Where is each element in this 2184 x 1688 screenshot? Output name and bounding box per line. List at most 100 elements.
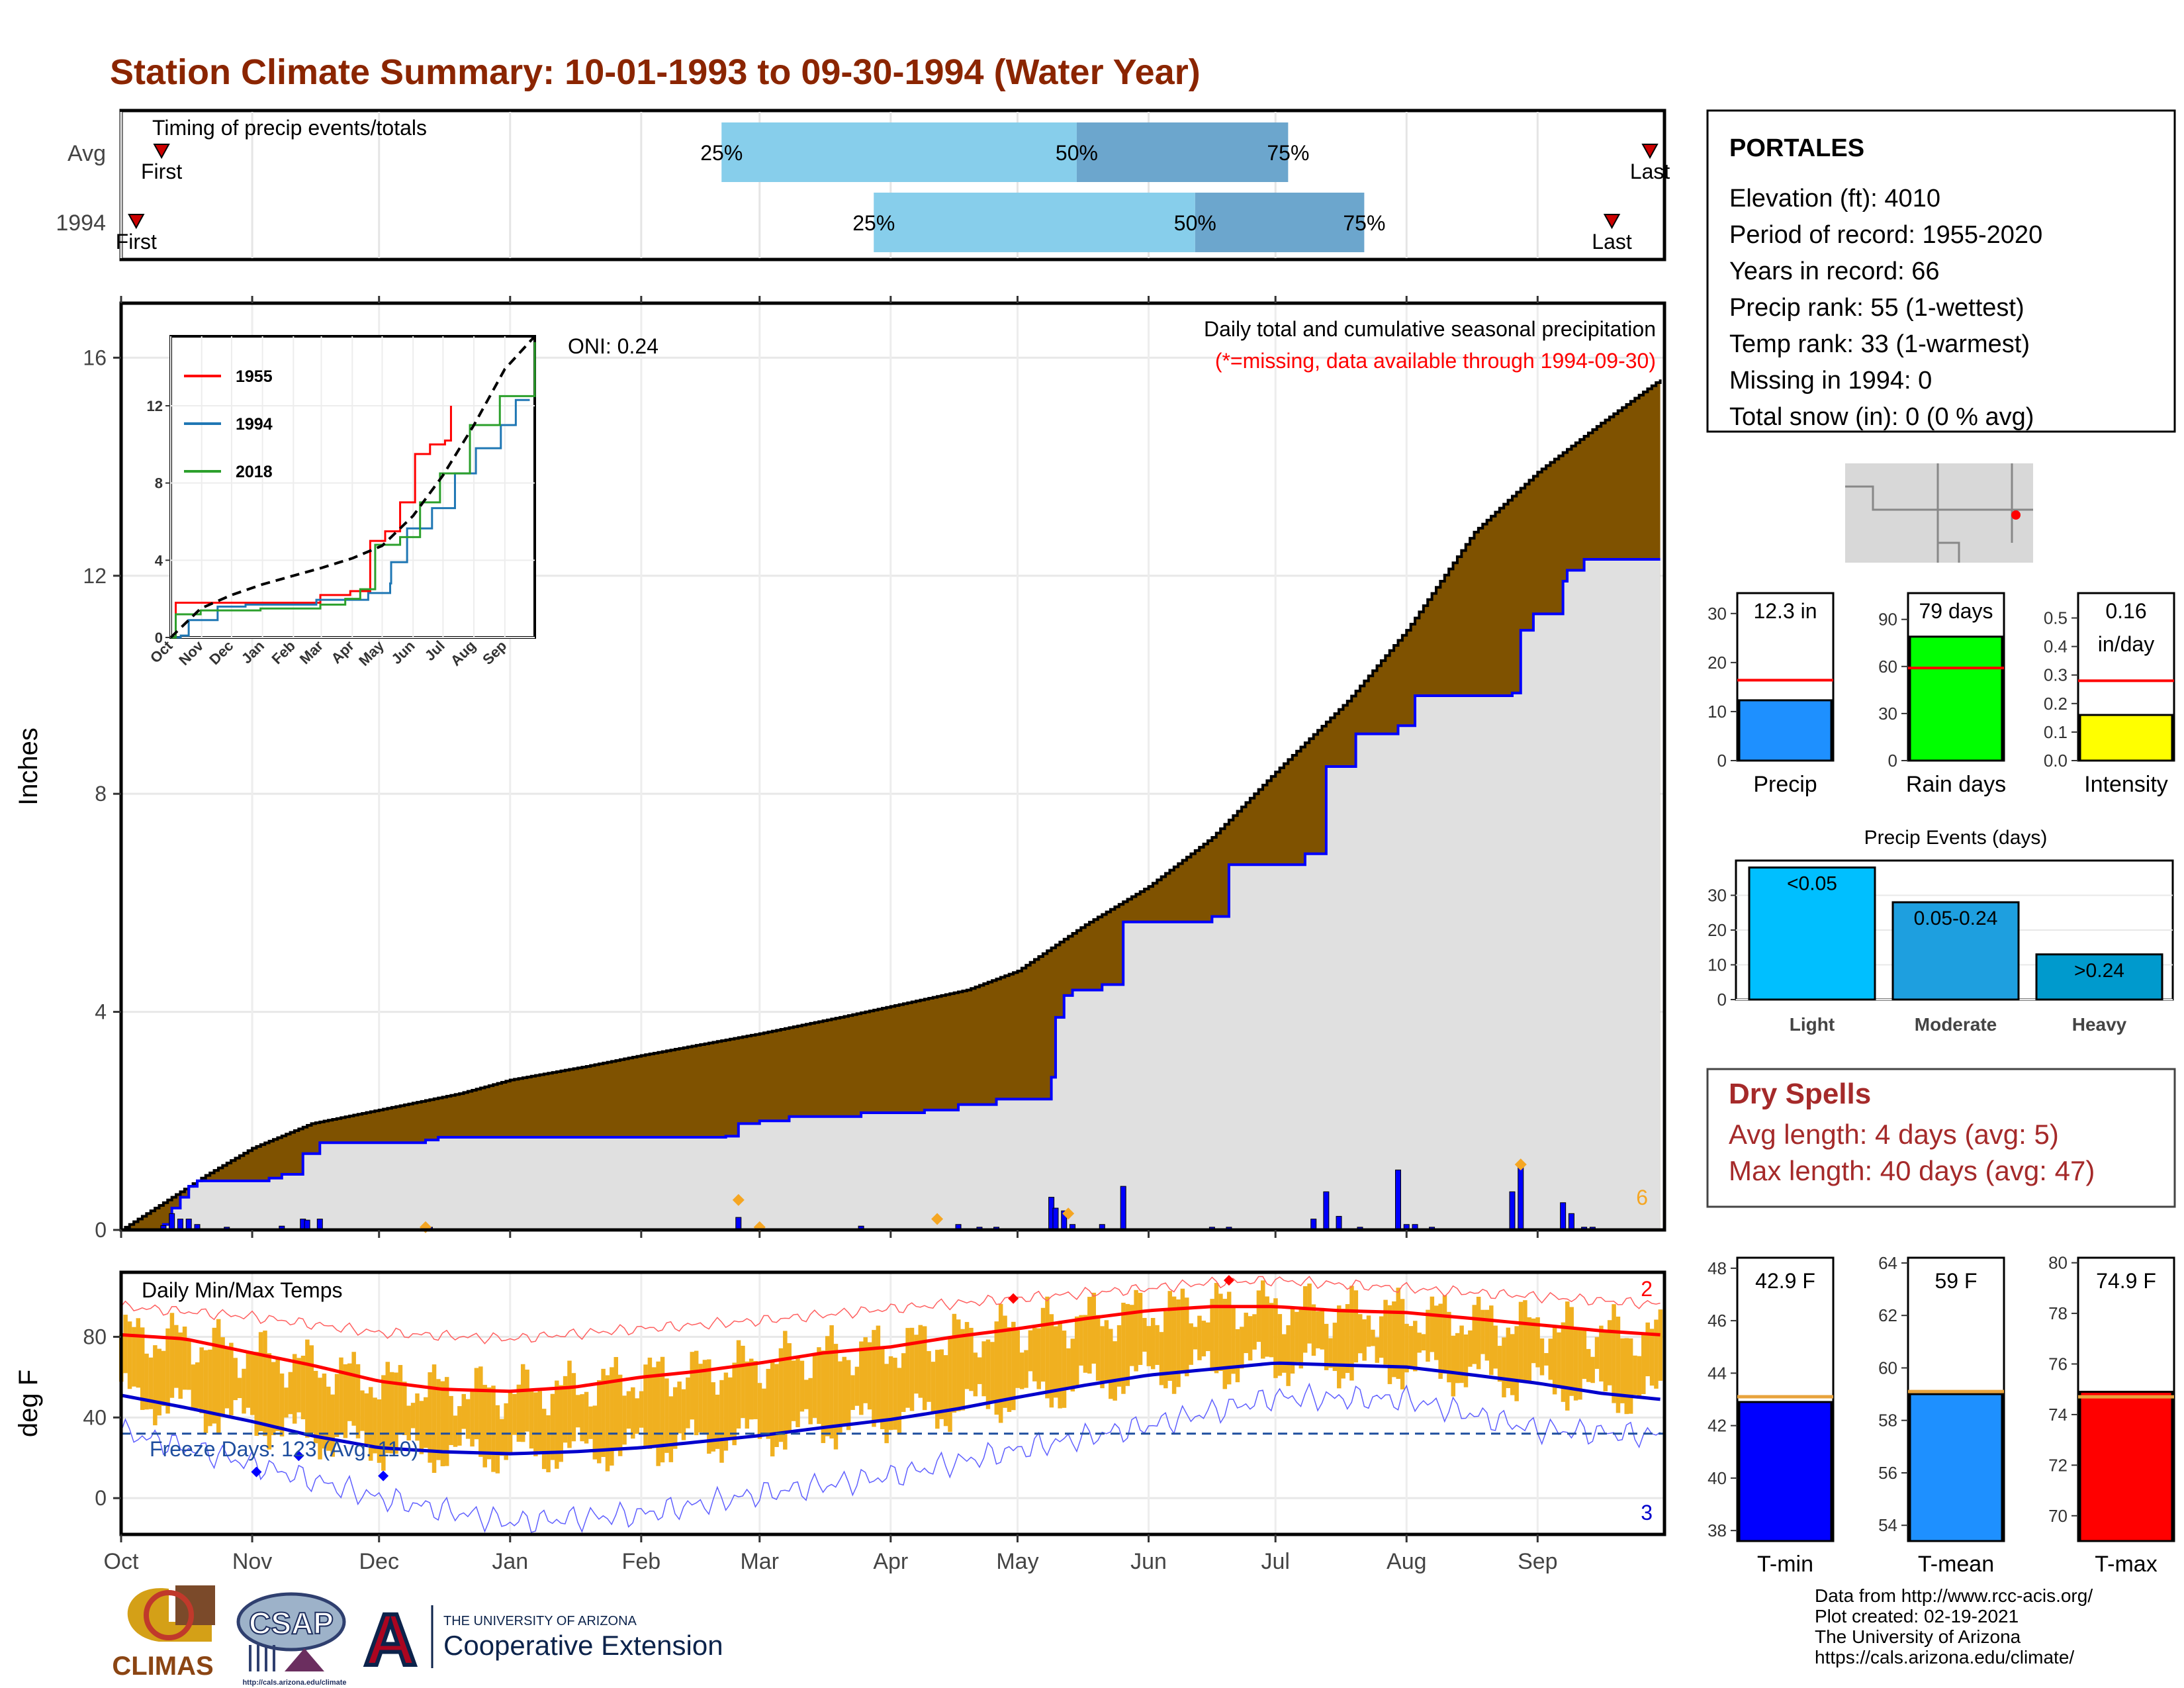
mini-bar-tick-label: 60 (1878, 657, 1897, 677)
daily-temp-bar (1324, 1323, 1329, 1370)
daily-temp-bar (1231, 1305, 1236, 1374)
daily-temp-bar (1371, 1329, 1375, 1346)
daily-temp-bar (368, 1387, 373, 1461)
daily-temp-bar (981, 1341, 986, 1397)
climas-logo: CLIMAS (112, 1585, 215, 1681)
daily-temp-bar (1362, 1319, 1367, 1361)
daily-temp-bar (610, 1367, 614, 1466)
daily-temp-bar (478, 1366, 483, 1457)
daily-temp-bar (1620, 1338, 1625, 1403)
month-tick-label: Apr (873, 1549, 908, 1574)
daily-temp-bar (1603, 1331, 1608, 1391)
daily-temp-bar (884, 1364, 889, 1444)
daily-temp-bar (546, 1415, 551, 1473)
inset-series-2018 (171, 342, 536, 639)
daily-temp-bar (1480, 1309, 1485, 1354)
daily-temp-bar (1502, 1337, 1506, 1397)
daily-temp-bar (977, 1357, 982, 1384)
temp-bar-tick-label: 38 (1707, 1521, 1727, 1540)
daily-temp-bar (1024, 1350, 1028, 1388)
missing-data-marker (931, 1213, 944, 1225)
daily-temp-bar (504, 1403, 508, 1460)
daily-temp-bar (419, 1401, 424, 1454)
daily-temp-bar (1049, 1314, 1054, 1408)
daily-temp-bar (1594, 1336, 1600, 1369)
daily-temp-bar (1544, 1353, 1549, 1366)
daily-temp-bar (203, 1350, 208, 1433)
daily-temp-bar (1586, 1348, 1591, 1382)
mini-bar-value-label: 12.3 in (1753, 599, 1817, 623)
daily-temp-bar (229, 1342, 234, 1416)
daily-temp-bar (723, 1372, 729, 1451)
event-bar-light (1748, 867, 1876, 1001)
daily-temp-bar (1100, 1326, 1105, 1389)
daily-temp-bar (622, 1395, 627, 1445)
temp-bar-tick-label: 56 (1878, 1463, 1897, 1483)
daily-temp-bar (360, 1390, 365, 1431)
month-tick-label: Jan (492, 1549, 528, 1574)
daily-temp-bar (652, 1367, 657, 1448)
daily-temp-bar (212, 1327, 217, 1424)
location-map (1843, 461, 2036, 565)
inset-y-tick-label: 12 (147, 398, 163, 414)
daily-temp-bar (1404, 1323, 1409, 1373)
inset-series-1994 (171, 399, 530, 639)
temp-bar-value-label: 59 F (1934, 1269, 1977, 1293)
daily-temp-bar (838, 1361, 842, 1433)
events-y-tick-label: 30 (1707, 886, 1727, 906)
daily-temp-bar (1328, 1338, 1333, 1368)
daily-temp-bar (402, 1382, 407, 1436)
daily-temp-bar (893, 1358, 897, 1430)
temp-y-axis-label: deg F (14, 1370, 43, 1437)
daily-temp-bar (1535, 1317, 1540, 1368)
daily-temp-bar (1658, 1309, 1663, 1381)
event-bar-label: Moderate (1915, 1014, 1997, 1035)
temp-bar-tick-label: 40 (1707, 1468, 1727, 1488)
daily-temp-bar (576, 1395, 580, 1428)
daily-precip-bar (1509, 1191, 1516, 1231)
daily-temp-bar (829, 1325, 834, 1439)
precip-legend-title: Daily total and cumulative seasonal prec… (1204, 317, 1656, 341)
daily-temp-bar (529, 1390, 534, 1449)
temp-bar-tick-label: 74 (2048, 1405, 2068, 1425)
mini-bar-tick-label: 0.5 (2044, 608, 2068, 628)
daily-temp-bar (267, 1353, 272, 1450)
daily-temp-bar (592, 1405, 598, 1460)
daily-temp-bar (757, 1383, 762, 1439)
month-tick-label: Jul (1261, 1549, 1289, 1574)
daily-temp-bar (643, 1364, 648, 1448)
daily-temp-bar (960, 1329, 965, 1411)
daily-temp-bar (1615, 1316, 1621, 1413)
daily-temp-bar (385, 1362, 390, 1454)
daily-temp-bar (1612, 1304, 1616, 1403)
daily-precip-bar (735, 1217, 742, 1231)
daily-temp-bar (474, 1368, 479, 1440)
daily-temp-bar (1514, 1326, 1519, 1401)
daily-temp-bar (918, 1325, 923, 1398)
precip-y-tick-label: 0 (95, 1218, 107, 1242)
mini-bar-value (2079, 714, 2173, 762)
temp-bar-tick-label: 64 (1878, 1253, 1897, 1273)
daily-temp-bar (525, 1370, 529, 1432)
daily-temp-bar (1392, 1301, 1396, 1378)
station-name: PORTALES (1729, 134, 1864, 162)
missing-data-marker (1514, 1158, 1527, 1171)
event-bar-range: 0.05-0.24 (1914, 908, 1998, 929)
daily-temp-bar (1045, 1296, 1050, 1399)
precip-y-tick-label: 8 (95, 782, 107, 806)
daily-temp-bar (1036, 1328, 1041, 1389)
daily-temp-bar (1637, 1356, 1642, 1399)
daily-temp-bar (1066, 1348, 1071, 1389)
daily-temp-bar (1430, 1296, 1435, 1352)
daily-temp-bar (347, 1363, 352, 1421)
timing-panel: Timing of precip events/totals Avg 1994 … (56, 109, 1670, 261)
inset-legend-label: 1955 (236, 367, 273, 386)
daily-temp-bar (516, 1384, 522, 1442)
mini-bar-tick-label: 0.1 (2044, 722, 2068, 742)
daily-temp-bar (1341, 1309, 1345, 1379)
mini-bar-label: Rain days (1906, 772, 2006, 797)
daily-temp-bar (728, 1377, 733, 1440)
daily-temp-bar (1028, 1330, 1033, 1372)
daily-temp-bar (165, 1328, 170, 1414)
timing-event-label: Last (1592, 230, 1632, 254)
